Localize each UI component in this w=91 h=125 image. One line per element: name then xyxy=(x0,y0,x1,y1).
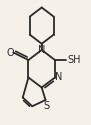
Text: SH: SH xyxy=(67,55,81,65)
Text: N: N xyxy=(38,45,45,55)
Text: O: O xyxy=(7,48,14,58)
Text: N: N xyxy=(55,72,63,83)
Text: S: S xyxy=(43,101,49,111)
